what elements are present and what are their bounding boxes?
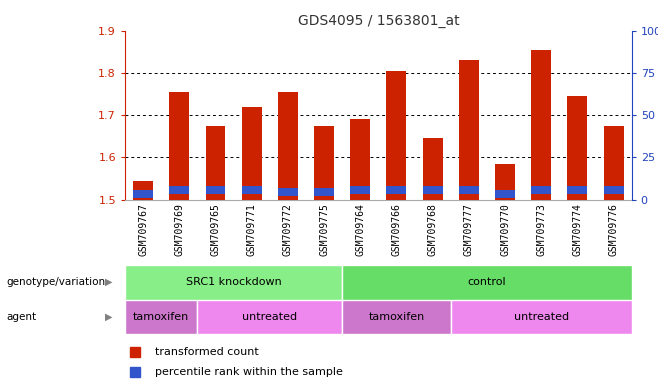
Text: SRC1 knockdown: SRC1 knockdown (186, 277, 282, 287)
Text: agent: agent (7, 312, 37, 322)
Bar (314, 126, 334, 200)
Text: untreated: untreated (242, 312, 297, 322)
Bar (278, 92, 298, 200)
Bar (133, 181, 153, 200)
Text: GSM709766: GSM709766 (392, 203, 401, 256)
Text: GSM709772: GSM709772 (283, 203, 293, 256)
Text: control: control (468, 277, 506, 287)
Bar (169, 186, 190, 194)
Title: GDS4095 / 1563801_at: GDS4095 / 1563801_at (297, 14, 459, 28)
Bar (342, 300, 451, 334)
Text: GSM709768: GSM709768 (428, 203, 438, 256)
Bar (386, 71, 407, 200)
Text: GSM709767: GSM709767 (138, 203, 148, 256)
Bar (495, 190, 515, 198)
Bar (531, 50, 551, 200)
Text: GSM709775: GSM709775 (319, 203, 329, 256)
Text: ▶: ▶ (105, 277, 113, 287)
Bar (205, 186, 226, 194)
Bar (386, 186, 407, 194)
Bar (451, 300, 632, 334)
Text: genotype/variation: genotype/variation (7, 277, 106, 287)
Bar (125, 300, 197, 334)
Bar (342, 265, 632, 300)
Bar (603, 186, 624, 194)
Text: GSM709770: GSM709770 (500, 203, 510, 256)
Text: GSM709765: GSM709765 (211, 203, 220, 256)
Bar (531, 186, 551, 194)
Text: tamoxifen: tamoxifen (368, 312, 424, 322)
Bar (241, 186, 262, 194)
Bar (422, 139, 443, 200)
Text: percentile rank within the sample: percentile rank within the sample (155, 366, 343, 377)
Bar (314, 188, 334, 196)
Bar (495, 164, 515, 200)
Text: GSM709774: GSM709774 (572, 203, 582, 256)
Text: untreated: untreated (514, 312, 569, 322)
Bar (567, 186, 588, 194)
Text: GSM709776: GSM709776 (609, 203, 619, 256)
Text: transformed count: transformed count (155, 346, 259, 357)
Bar (567, 96, 588, 200)
Bar (422, 186, 443, 194)
Text: ▶: ▶ (105, 312, 113, 322)
Bar (125, 265, 342, 300)
Text: GSM709773: GSM709773 (536, 203, 546, 256)
Text: tamoxifen: tamoxifen (133, 312, 190, 322)
Text: GSM709764: GSM709764 (355, 203, 365, 256)
Bar (459, 186, 479, 194)
Text: GSM709769: GSM709769 (174, 203, 184, 256)
Text: GSM709777: GSM709777 (464, 203, 474, 256)
Bar (278, 188, 298, 196)
Bar (241, 107, 262, 200)
Bar (603, 126, 624, 200)
Bar (197, 300, 342, 334)
Bar (350, 186, 370, 194)
Bar (459, 60, 479, 200)
Bar (350, 119, 370, 200)
Bar (205, 126, 226, 200)
Text: GSM709771: GSM709771 (247, 203, 257, 256)
Bar (133, 190, 153, 198)
Bar (169, 92, 190, 200)
